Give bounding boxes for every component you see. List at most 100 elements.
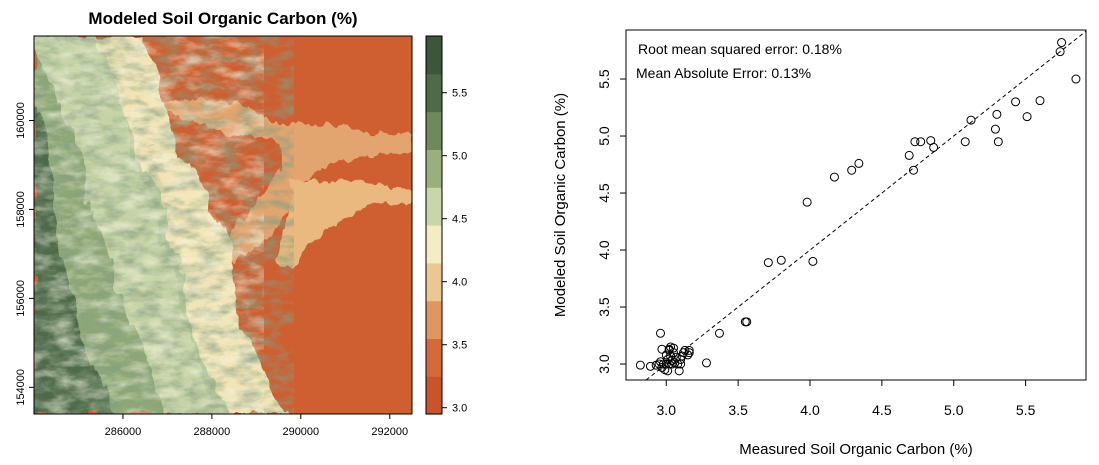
scatter-point xyxy=(1022,112,1032,122)
scatter-points xyxy=(635,38,1081,376)
scatter-point xyxy=(674,366,684,376)
colorbar-band xyxy=(426,111,442,150)
colorbar-tick-label: 3.0 xyxy=(452,403,467,415)
scatter-point xyxy=(635,360,645,370)
scatter-y-tick-label: 5.5 xyxy=(596,69,612,89)
map-y-tick-label: 160000 xyxy=(15,102,27,139)
map-title: Modeled Soil Organic Carbon (%) xyxy=(88,9,357,28)
scatter-point xyxy=(763,258,773,268)
scatter-point xyxy=(679,348,688,358)
colorbar-tick-label: 4.5 xyxy=(452,214,467,226)
scatter-point xyxy=(847,165,857,175)
scatter-point xyxy=(714,328,724,338)
colorbar-tick-label: 5.0 xyxy=(452,151,467,163)
map-colorbar: 3.0 3.5 4.0 4.5 5.0 5.5 xyxy=(425,35,467,415)
colorbar-tick-label: 3.5 xyxy=(452,340,467,352)
scatter-point xyxy=(742,317,752,327)
colorbar-band xyxy=(426,73,442,113)
scatter-plot-frame xyxy=(625,29,1087,381)
scatter-point xyxy=(993,137,1003,147)
scatter-point xyxy=(776,255,786,265)
scatter-y-tick-label: 3.0 xyxy=(596,354,612,374)
colorbar-band xyxy=(426,376,442,415)
scatter-x-axis: 3.0 3.5 4.0 4.5 5.0 5.5 xyxy=(657,380,1036,418)
scatter-point xyxy=(673,359,683,369)
scatter-point xyxy=(645,361,655,371)
scatter-x-tick-label: 5.0 xyxy=(944,402,964,418)
scatter-point xyxy=(668,343,678,353)
scatter-point xyxy=(676,359,686,369)
map-x-tick-label: 290000 xyxy=(282,426,319,438)
scatter-point xyxy=(663,366,673,376)
colorbar-band xyxy=(426,149,442,188)
scatter-point xyxy=(1057,38,1067,48)
scatter-point xyxy=(664,344,674,354)
scatter-y-axis: 3.0 3.5 4.0 4.5 5.0 5.5 xyxy=(596,69,626,374)
map-y-axis: 154000 156000 158000 160000 xyxy=(15,102,34,406)
colorbar-bands xyxy=(426,36,442,415)
colorbar-tick-label: 4.0 xyxy=(452,277,467,289)
colorbar-band xyxy=(426,300,442,339)
scatter-point xyxy=(854,158,864,168)
scatter-point xyxy=(808,256,818,266)
soil-carbon-map: Modeled Soil Organic Carbon (%) 286000 28… xyxy=(15,9,467,438)
scatter-x-tick-label: 4.5 xyxy=(872,402,892,418)
scatter-y-tick-label: 5.0 xyxy=(596,126,612,146)
scatter-point xyxy=(829,172,839,182)
scatter-point xyxy=(656,328,665,338)
scatter-point xyxy=(1035,96,1045,106)
map-x-axis: 286000 288000 290000 292000 xyxy=(105,414,408,438)
scatter-point xyxy=(990,124,1000,134)
colorbar-frame xyxy=(425,35,443,415)
colorbar-band xyxy=(426,225,442,264)
map-y-tick-label: 156000 xyxy=(15,280,27,317)
map-frame xyxy=(33,35,413,415)
scatter-point xyxy=(1055,47,1065,57)
scatter-x-tick-label: 3.0 xyxy=(657,402,677,418)
colorbar-band xyxy=(426,36,442,75)
scatter-point xyxy=(802,197,812,207)
scatter-point xyxy=(702,358,711,368)
colorbar-tick-label: 5.5 xyxy=(452,88,467,100)
scatter-y-label: Modeled Soil Organic Carbon (%) xyxy=(552,93,569,317)
scatter-x-tick-label: 3.5 xyxy=(728,402,748,418)
scatter-y-tick-label: 3.5 xyxy=(596,297,612,317)
scatter-point xyxy=(929,142,939,152)
colorbar-band xyxy=(426,187,442,226)
scatter-point xyxy=(960,137,970,147)
scatter-x-label: Measured Soil Organic Carbon (%) xyxy=(739,441,972,458)
scatter-point xyxy=(671,352,681,362)
rmse-annotation: Root mean squared error: 0.18% xyxy=(638,41,842,57)
colorbar-ticks: 3.0 3.5 4.0 4.5 5.0 5.5 xyxy=(442,88,467,415)
scatter-x-tick-label: 5.5 xyxy=(1016,402,1036,418)
map-x-tick-label: 288000 xyxy=(194,426,231,438)
one-to-one-line xyxy=(645,30,1087,381)
colorbar-band xyxy=(426,262,442,302)
map-raster xyxy=(34,36,412,414)
scatter-point xyxy=(684,348,694,358)
map-y-tick-label: 154000 xyxy=(15,369,27,406)
scatter-point xyxy=(657,344,667,354)
scatter-y-tick-label: 4.5 xyxy=(596,183,612,203)
scatter-point xyxy=(904,150,914,160)
map-light-texture xyxy=(34,36,264,414)
scatter-point xyxy=(684,345,694,355)
scatter-point xyxy=(909,165,918,175)
mae-annotation: Mean Absolute Error: 0.13% xyxy=(636,65,811,81)
map-x-tick-label: 292000 xyxy=(371,426,408,438)
scatter-point xyxy=(1071,74,1081,84)
scatter-point xyxy=(992,109,1002,119)
scatter-x-tick-label: 4.0 xyxy=(800,402,820,418)
scatter-point xyxy=(680,345,690,355)
scatter-point xyxy=(966,115,976,125)
scatter-point xyxy=(916,137,926,147)
map-mid-valley-2 xyxy=(275,180,412,270)
scatter-point xyxy=(1011,97,1021,107)
scatter-point xyxy=(683,350,693,360)
map-x-tick-label: 286000 xyxy=(105,426,142,438)
scatter-y-tick-label: 4.0 xyxy=(596,240,612,260)
map-y-tick-label: 158000 xyxy=(15,191,27,228)
scatter-plot: 3.0 3.5 4.0 4.5 5.0 5.5 3.0 3.5 4.0 4.5 5.0 5.5 Ro… xyxy=(552,29,1087,458)
colorbar-band xyxy=(426,338,442,377)
